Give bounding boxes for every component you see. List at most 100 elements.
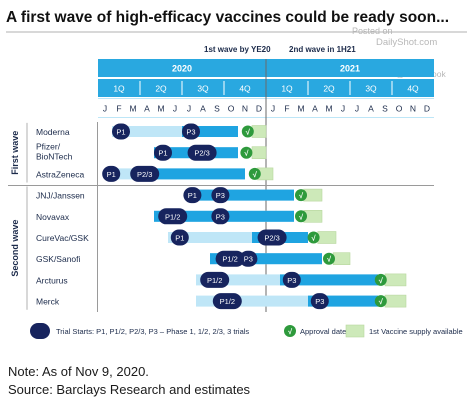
trial-marker-label-5-2: P3 (216, 212, 225, 221)
trial-marker-label-7-2: P3 (244, 255, 253, 264)
trial-marker-8-2 (282, 271, 301, 288)
approval-check-8: √ (379, 276, 384, 285)
quarter-label-2: 2Q (155, 84, 167, 94)
supply-bar-2 (251, 146, 267, 159)
month-label-4: A (144, 104, 150, 114)
trial-marker-label-2-2: P2/3 (194, 149, 209, 158)
supply-bar-6 (317, 231, 337, 244)
trial-bar-dark-9 (308, 295, 378, 307)
month-label-13: J (271, 104, 275, 114)
trial-marker-label-9-2: P3 (315, 297, 324, 306)
company-name-line: Merck (36, 297, 60, 307)
month-label-2: F (116, 104, 121, 114)
quarter-label-3: 3Q (197, 84, 209, 94)
approval-marker-1 (241, 125, 254, 138)
legend-approval-marker (284, 325, 296, 337)
quarter-label-4: 4Q (239, 84, 251, 94)
approval-marker-6 (307, 231, 320, 244)
trial-marker-label-3-1: P1 (107, 170, 116, 179)
company-name-1: Moderna (36, 127, 70, 137)
month-label-7: J (187, 104, 191, 114)
supply-bar-8 (384, 273, 407, 287)
supply-bar-1 (251, 125, 267, 138)
company-name-line: Moderna (36, 127, 70, 137)
year-label-2021: 2021 (340, 64, 360, 74)
trial-marker-1-2 (182, 123, 200, 140)
trial-marker-7-1 (215, 250, 245, 267)
trial-marker-label-4-1: P1 (188, 191, 197, 200)
trial-marker-6-1 (170, 229, 189, 246)
month-label-16: A (312, 104, 318, 114)
trial-bar-dark-8 (280, 274, 378, 286)
trial-marker-label-8-2: P3 (287, 276, 296, 285)
trial-marker-6-2 (257, 229, 287, 246)
trial-marker-5-1 (158, 208, 188, 225)
month-label-23: N (410, 104, 416, 114)
trial-marker-9-2 (310, 293, 329, 310)
trial-marker-9-1 (212, 293, 242, 310)
trial-marker-3-2 (130, 165, 160, 182)
month-label-15: M (297, 104, 304, 114)
month-label-9: S (214, 104, 220, 114)
vaccine-timeline-chart: A first wave of high-efficacy vaccines c… (6, 9, 467, 339)
watermark-posted: Posted on (352, 26, 393, 36)
month-label-1: J (103, 104, 107, 114)
approval-check-1: √ (246, 128, 251, 137)
trial-marker-5-2 (211, 208, 230, 225)
month-label-17: M (325, 104, 332, 114)
trial-marker-label-3-2: P2/3 (137, 170, 152, 179)
company-name-line: Novavax (36, 212, 70, 222)
approval-marker-7 (323, 252, 335, 265)
trial-marker-2-2 (187, 144, 217, 161)
trial-marker-label-5-1: P1/2 (165, 212, 180, 221)
trial-bar-dark-1 (182, 126, 238, 137)
company-name-line: GSK/Sanofi (36, 254, 81, 264)
company-name-line: BioNTech (36, 152, 73, 162)
quarter-label-7: 3Q (365, 84, 377, 94)
trial-marker-label-2-1: P1 (158, 149, 167, 158)
trial-bar-dark-3 (133, 168, 245, 180)
approval-check-9: √ (379, 297, 384, 306)
wave-2-label: 2nd wave in 1H21 (289, 45, 356, 54)
approval-check-3: √ (253, 170, 258, 179)
approval-marker-4 (295, 189, 307, 202)
group-label-1: First wave (10, 131, 20, 175)
trial-marker-label-7-1: P1/2 (222, 255, 237, 264)
legend-approval-text: Approval date (300, 327, 346, 336)
month-label-6: J (173, 104, 177, 114)
trial-marker-1-1 (112, 123, 130, 140)
trial-marker-label-6-1: P1 (175, 234, 184, 243)
trial-bar-light-6 (168, 232, 308, 243)
note-text: Note: As of Nov 9, 2020. (8, 364, 149, 379)
trial-marker-label-9-1: P1/2 (220, 297, 235, 306)
company-name-6: CureVac/GSK (36, 233, 89, 243)
quarter-label-8: 4Q (407, 84, 419, 94)
month-label-20: A (368, 104, 374, 114)
month-label-14: F (284, 104, 289, 114)
month-label-11: N (242, 104, 248, 114)
legend-approval-check: √ (288, 327, 293, 336)
trial-marker-8-1 (200, 271, 230, 288)
trial-bar-light-1 (112, 126, 238, 137)
supply-bar-7 (332, 252, 351, 265)
trial-marker-label-4-2: P3 (216, 191, 225, 200)
source-text: Source: Barclays Research and estimates (8, 382, 251, 397)
company-name-3: AstraZeneca (36, 169, 84, 179)
trial-marker-2-1 (154, 144, 172, 161)
approval-check-7: √ (327, 255, 332, 264)
quarter-label-1: 1Q (113, 84, 125, 94)
company-name-5: Novavax (36, 212, 70, 222)
approval-marker-3 (248, 167, 261, 180)
approval-check-6: √ (312, 234, 317, 243)
quarter-label-5: 1Q (281, 84, 293, 94)
company-name-line: CureVac/GSK (36, 233, 89, 243)
month-label-5: M (157, 104, 164, 114)
month-label-8: A (200, 104, 206, 114)
month-label-3: M (129, 104, 136, 114)
wave-1-label: 1st wave by YE20 (204, 45, 271, 54)
approval-marker-2 (240, 146, 253, 159)
trial-marker-4-2 (211, 187, 230, 204)
chart-content: Posted onDailyShot.com17-Nov-2020@SoberL… (8, 26, 463, 339)
trial-marker-7-2 (239, 250, 258, 267)
company-name-line: Arcturus (36, 275, 68, 285)
